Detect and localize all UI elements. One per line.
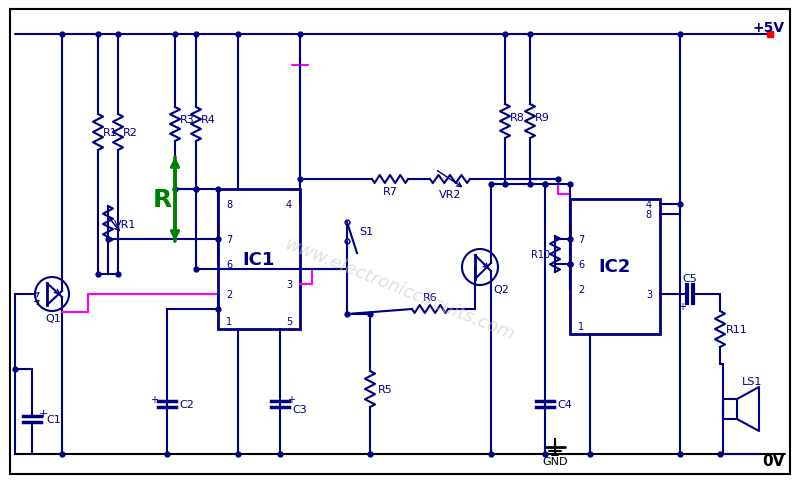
Text: R5: R5 [378, 384, 393, 394]
Text: Q2: Q2 [493, 285, 509, 294]
Text: S1: S1 [359, 227, 373, 237]
Text: 1: 1 [226, 317, 232, 326]
Text: Q1: Q1 [45, 313, 61, 323]
Text: R10: R10 [531, 249, 550, 259]
Text: IC2: IC2 [599, 258, 631, 276]
Text: 7: 7 [578, 235, 584, 244]
Text: C3: C3 [292, 404, 306, 414]
Text: R3: R3 [180, 115, 194, 125]
Text: VR2: VR2 [438, 190, 462, 199]
Text: 6: 6 [226, 259, 232, 270]
Bar [723, 399, 737, 419]
Text: R1: R1 [103, 128, 118, 138]
Text: R: R [152, 188, 172, 212]
Text: 0V: 0V [762, 454, 785, 469]
Text: +5V: +5V [753, 21, 785, 35]
Text: +: + [678, 302, 686, 311]
Text: 8: 8 [226, 199, 232, 210]
Bar [570, 199, 660, 334]
Text: 2: 2 [578, 285, 584, 294]
Text: R6: R6 [422, 292, 438, 302]
Text: R2: R2 [123, 128, 138, 138]
Text: 5: 5 [286, 317, 292, 326]
Text: +: + [150, 394, 158, 404]
Text: C2: C2 [179, 399, 194, 409]
Text: 7: 7 [226, 235, 232, 244]
Text: www.electroniccircuits.com: www.electroniccircuits.com [282, 235, 518, 344]
Text: 2: 2 [226, 289, 232, 300]
Text: C5: C5 [682, 273, 698, 284]
Text: 4: 4 [646, 199, 652, 210]
Text: 6: 6 [578, 259, 584, 270]
Text: GND: GND [542, 456, 568, 466]
Text: 8: 8 [646, 210, 652, 220]
Text: R9: R9 [535, 113, 550, 123]
Bar [218, 190, 300, 329]
Text: VR1: VR1 [114, 220, 136, 229]
Text: 3: 3 [646, 289, 652, 300]
Text: 4: 4 [286, 199, 292, 210]
Text: 3: 3 [286, 279, 292, 289]
Text: IC1: IC1 [243, 251, 275, 269]
Text: R4: R4 [201, 115, 216, 125]
Text: R8: R8 [510, 113, 525, 123]
Text: C1: C1 [46, 414, 61, 424]
Text: +: + [38, 408, 48, 418]
Text: R11: R11 [726, 324, 748, 334]
Text: R7: R7 [382, 187, 398, 197]
Text: +: + [287, 394, 295, 404]
Text: 1: 1 [578, 321, 584, 332]
Text: LS1: LS1 [742, 376, 762, 386]
Text: C4: C4 [557, 399, 572, 409]
